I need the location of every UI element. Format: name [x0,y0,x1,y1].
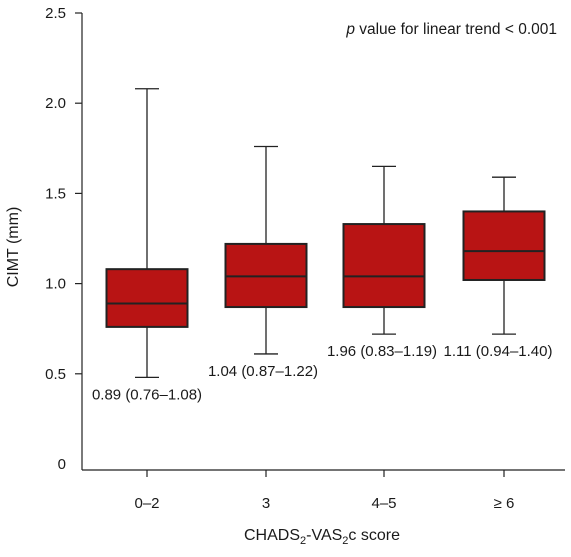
x-axis-title-part-3: c score [348,527,400,544]
x-axis-title-sub-1: 2 [300,535,306,547]
y-tick-label: 0.5 [45,366,66,383]
y-tick-label: 1.0 [45,276,66,293]
box-group [342,165,426,335]
y-axis-title: CIMT (mm) [5,207,22,288]
annotation-text: value for linear trend < 0.001 [355,21,557,38]
x-axis-title: CHADS2-VAS2c score [244,527,400,547]
x-tick-label: ≥ 6 [494,495,515,512]
iqr-box [342,223,426,309]
y-tick-label: 2.5 [45,5,66,22]
x-axis-title-sub-2: 2 [342,535,348,547]
x-axis-title-part-1: CHADS [244,527,300,544]
trend-annotation: p value for linear trend < 0.001 [345,21,557,38]
boxes-layer [105,88,546,379]
x-axis-title-part-2: -VAS [306,527,342,544]
box-group [105,88,189,379]
box-data-label: 1.11 (0.94–1.40) [444,343,553,360]
x-tick-label: 3 [262,495,270,512]
y-tick-label: 2.0 [45,95,66,112]
box-data-label: 1.04 (0.87–1.22) [208,363,318,380]
box-data-label: 1.96 (0.83–1.19) [327,343,437,360]
box-group [224,145,308,355]
x-tick-label: 4–5 [371,495,396,512]
y-tick-label: 0 [58,456,66,473]
x-tick-label: 0–2 [134,495,159,512]
box-group [462,176,546,335]
iqr-box [462,210,546,281]
iqr-box [105,268,189,328]
annotation-p: p [345,21,355,38]
box-data-label: 0.89 (0.76–1.08) [92,386,202,403]
y-tick-label: 1.5 [45,185,66,202]
labels-layer: 0 0.5 1.0 1.5 2.0 2.5 0–2 3 4–5 ≥ 6 0.89 (0.76–1.0… [45,5,552,512]
axes-layer [75,12,565,477]
